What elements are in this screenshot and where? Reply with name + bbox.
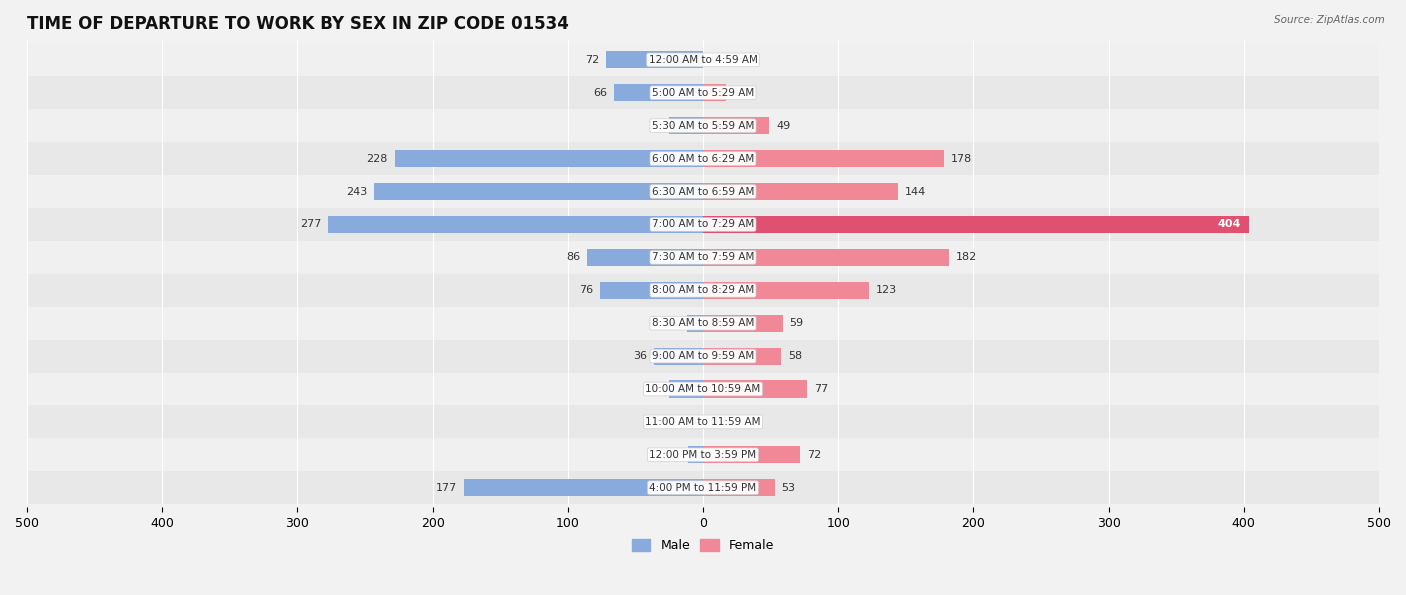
Text: 53: 53 (782, 483, 796, 493)
Text: Source: ZipAtlas.com: Source: ZipAtlas.com (1274, 15, 1385, 25)
Bar (703, 281, 869, 299)
Text: 12:00 AM to 4:59 AM: 12:00 AM to 4:59 AM (648, 55, 758, 65)
Bar (600, 281, 703, 299)
Text: 182: 182 (956, 252, 977, 262)
Text: 77: 77 (814, 384, 828, 394)
Bar (27, 471, 1379, 504)
Text: 6:30 AM to 6:59 AM: 6:30 AM to 6:59 AM (652, 186, 754, 196)
Bar (703, 315, 783, 332)
Bar (27, 372, 1379, 405)
Text: 8:00 AM to 8:29 AM: 8:00 AM to 8:29 AM (652, 285, 754, 295)
Legend: Male, Female: Male, Female (627, 534, 779, 558)
Bar (686, 315, 703, 332)
Text: 72: 72 (585, 55, 599, 65)
Bar (464, 479, 703, 496)
Text: 0: 0 (689, 417, 696, 427)
Text: 25: 25 (648, 384, 662, 394)
Bar (27, 340, 1379, 372)
Bar (27, 76, 1379, 109)
Text: 178: 178 (950, 154, 972, 164)
Bar (27, 43, 1379, 76)
Text: 5:30 AM to 5:59 AM: 5:30 AM to 5:59 AM (652, 121, 754, 131)
Text: 59: 59 (790, 318, 804, 328)
Bar (703, 183, 897, 200)
Bar (703, 249, 949, 266)
Text: 12: 12 (666, 318, 681, 328)
Text: 8:30 AM to 8:59 AM: 8:30 AM to 8:59 AM (652, 318, 754, 328)
Text: 0: 0 (710, 55, 717, 65)
Text: 0: 0 (710, 417, 717, 427)
Text: 25: 25 (648, 121, 662, 131)
Bar (703, 446, 800, 464)
Bar (703, 380, 807, 397)
Bar (606, 51, 703, 68)
Text: 49: 49 (776, 121, 790, 131)
Text: 76: 76 (579, 285, 593, 295)
Text: 4:00 PM to 11:59 PM: 4:00 PM to 11:59 PM (650, 483, 756, 493)
Bar (614, 84, 703, 101)
Text: 7:00 AM to 7:29 AM: 7:00 AM to 7:29 AM (652, 220, 754, 230)
Bar (586, 249, 703, 266)
Bar (374, 183, 703, 200)
Bar (669, 117, 703, 134)
Text: 177: 177 (436, 483, 457, 493)
Text: 10:00 AM to 10:59 AM: 10:00 AM to 10:59 AM (645, 384, 761, 394)
Bar (703, 117, 769, 134)
Text: 277: 277 (301, 220, 322, 230)
Text: 36: 36 (634, 351, 648, 361)
Bar (27, 274, 1379, 306)
Bar (27, 208, 1379, 241)
Bar (703, 150, 943, 167)
Text: 144: 144 (904, 186, 925, 196)
Bar (654, 347, 703, 365)
Text: 5:00 AM to 5:29 AM: 5:00 AM to 5:29 AM (652, 88, 754, 98)
Text: 86: 86 (565, 252, 579, 262)
Bar (27, 109, 1379, 142)
Text: 11:00 AM to 11:59 AM: 11:00 AM to 11:59 AM (645, 417, 761, 427)
Text: TIME OF DEPARTURE TO WORK BY SEX IN ZIP CODE 01534: TIME OF DEPARTURE TO WORK BY SEX IN ZIP … (27, 15, 569, 33)
Text: 9:00 AM to 9:59 AM: 9:00 AM to 9:59 AM (652, 351, 754, 361)
Text: 123: 123 (876, 285, 897, 295)
Bar (329, 216, 703, 233)
Text: 72: 72 (807, 450, 821, 460)
Bar (395, 150, 703, 167)
Bar (27, 306, 1379, 340)
Text: 228: 228 (367, 154, 388, 164)
Text: 11: 11 (668, 450, 682, 460)
Bar (27, 241, 1379, 274)
Text: 66: 66 (593, 88, 607, 98)
Bar (703, 84, 725, 101)
Bar (27, 175, 1379, 208)
Bar (27, 405, 1379, 439)
Bar (688, 446, 703, 464)
Bar (27, 142, 1379, 175)
Text: 12:00 PM to 3:59 PM: 12:00 PM to 3:59 PM (650, 450, 756, 460)
Text: 6:00 AM to 6:29 AM: 6:00 AM to 6:29 AM (652, 154, 754, 164)
Text: 404: 404 (1218, 220, 1241, 230)
Text: 7:30 AM to 7:59 AM: 7:30 AM to 7:59 AM (652, 252, 754, 262)
Bar (703, 479, 775, 496)
Bar (27, 439, 1379, 471)
Bar (669, 380, 703, 397)
Text: 58: 58 (789, 351, 803, 361)
Text: 243: 243 (346, 186, 368, 196)
Bar (703, 347, 782, 365)
Bar (703, 216, 1249, 233)
Text: 17: 17 (733, 88, 747, 98)
